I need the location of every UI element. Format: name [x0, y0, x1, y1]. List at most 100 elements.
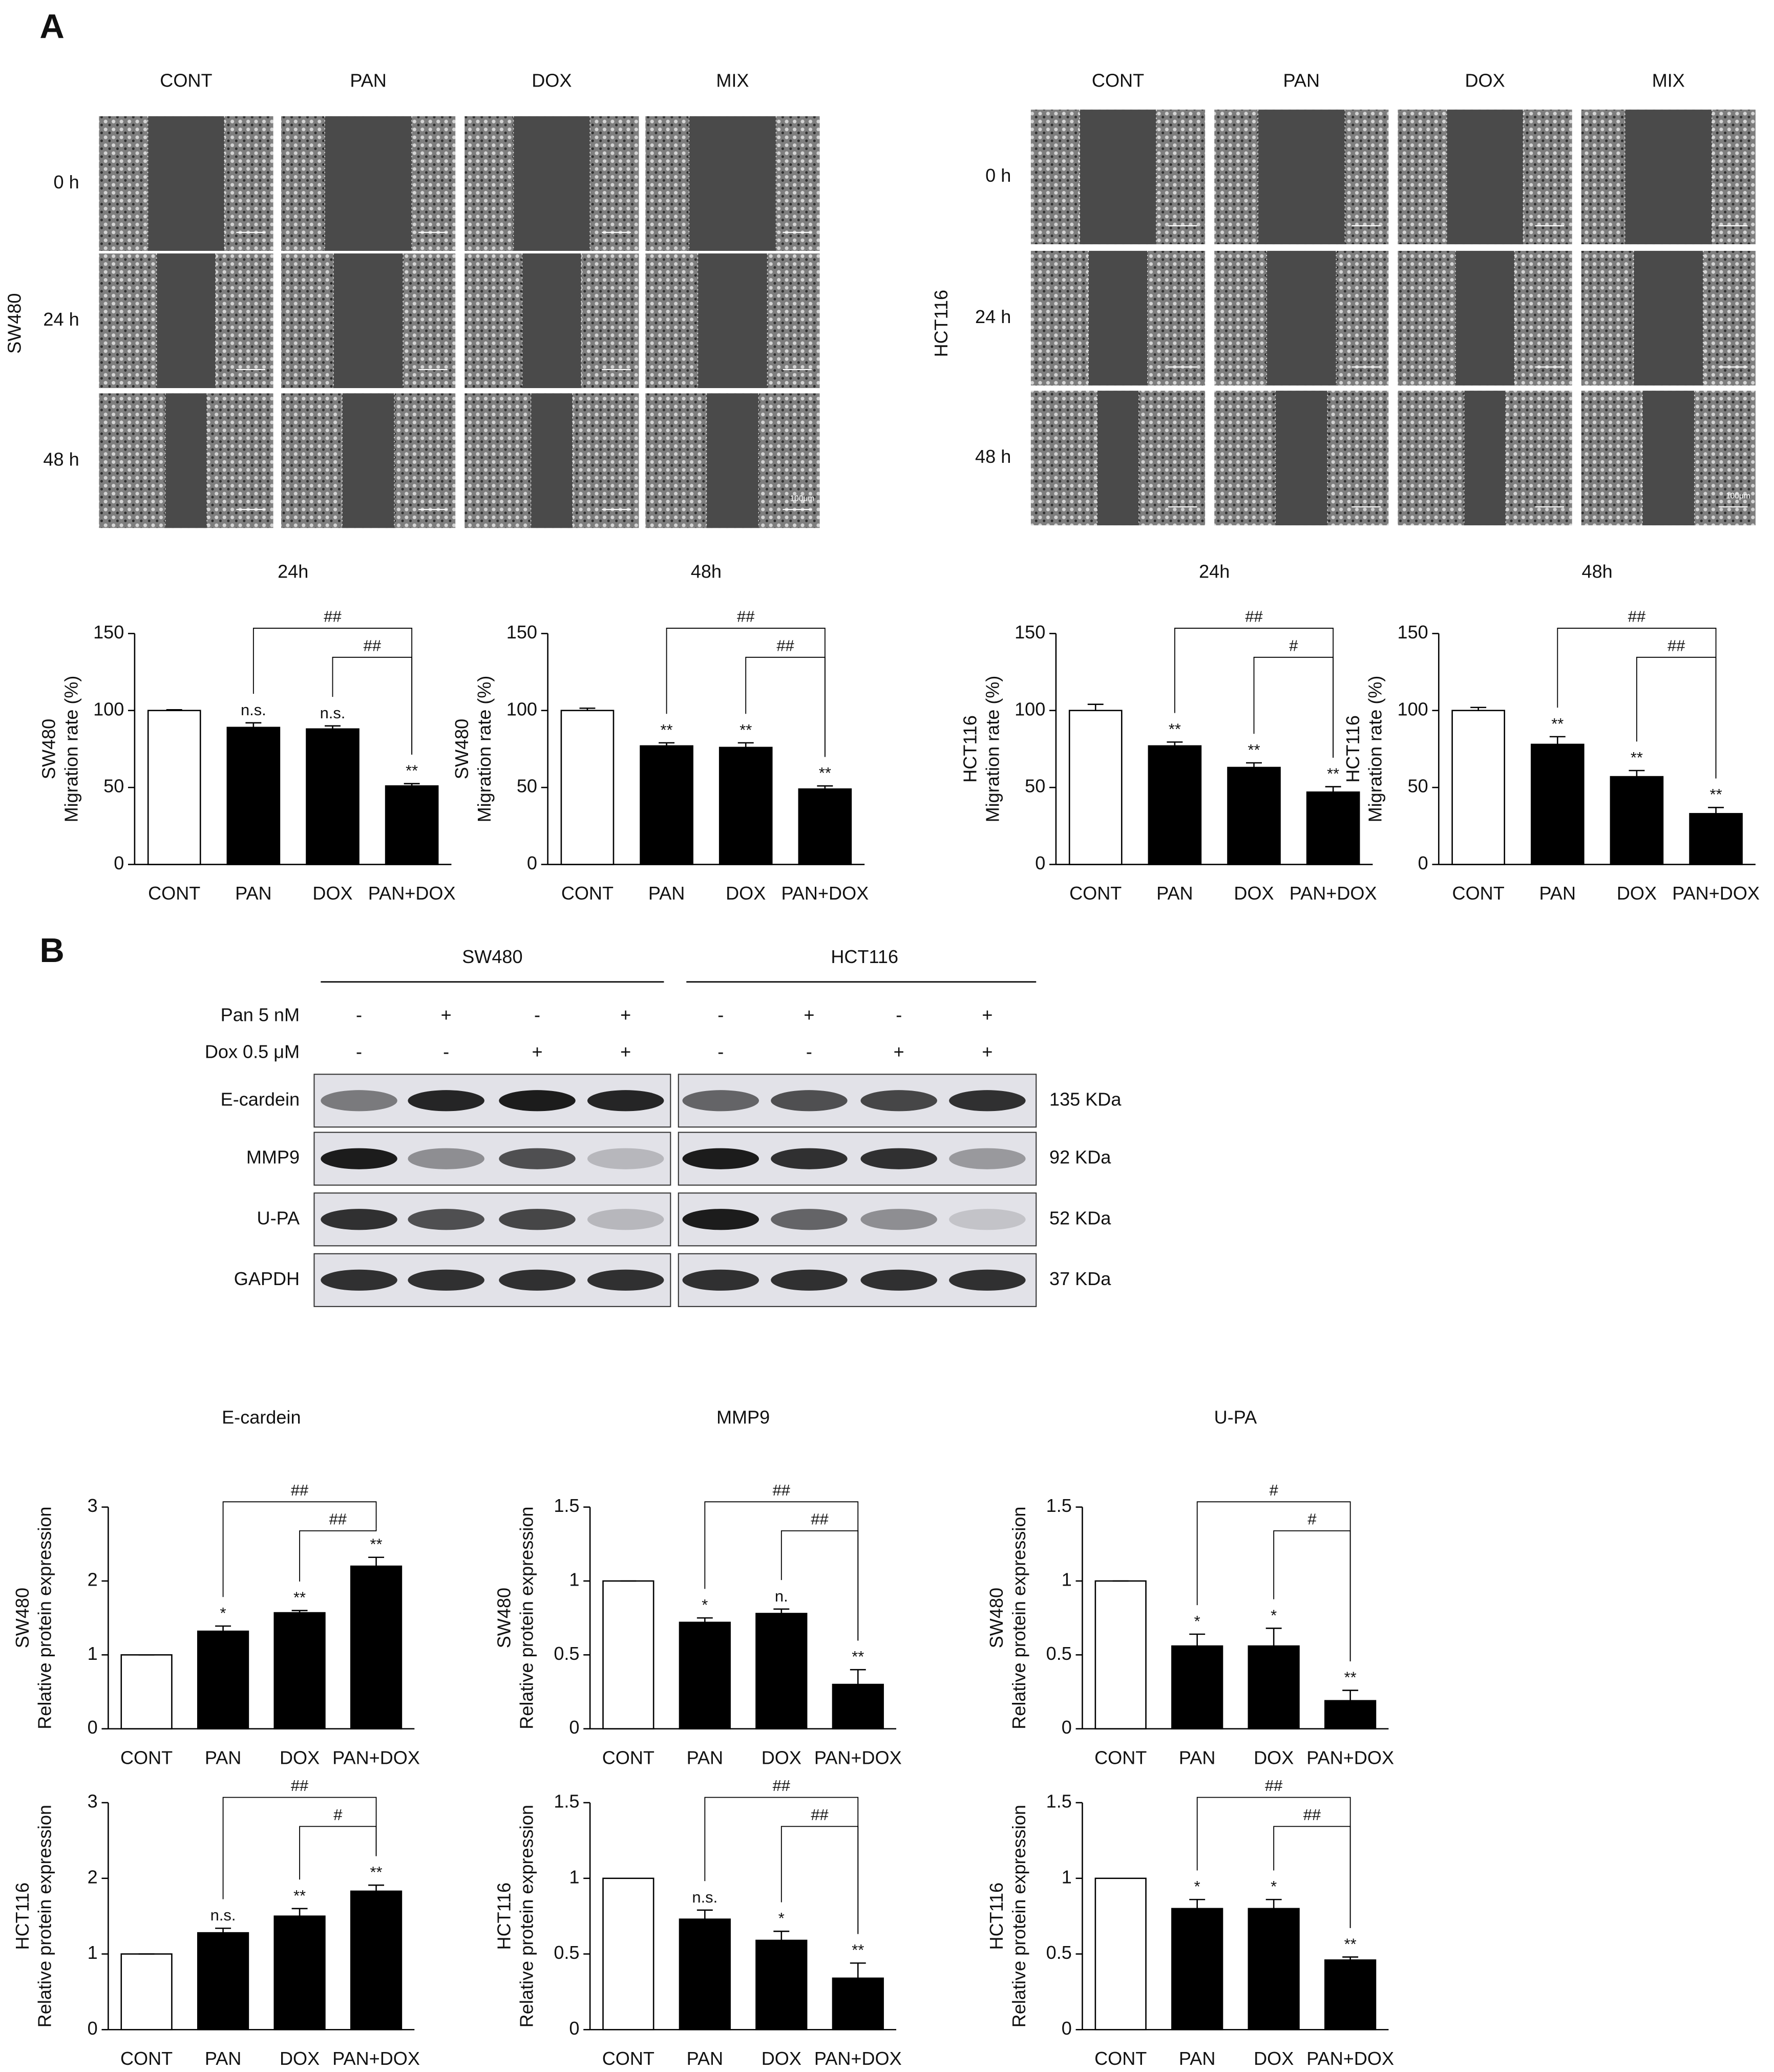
significance-bracket	[745, 656, 826, 757]
y-tick-label: 1.5	[554, 1495, 579, 1516]
panel-label: A	[39, 8, 64, 46]
x-tick-label: PAN+DOX	[1290, 883, 1377, 904]
significance-label: *	[1271, 1877, 1277, 1895]
wound-gap	[1080, 110, 1156, 245]
column-label: CONT	[160, 70, 212, 91]
bar	[273, 1915, 326, 2031]
x-tick-label: CONT	[602, 2048, 654, 2069]
bar	[1610, 776, 1664, 865]
x-tick-label: CONT	[148, 883, 200, 904]
blot-band	[860, 1269, 937, 1291]
bar	[1248, 1908, 1300, 2031]
significance-bracket	[332, 656, 413, 755]
y-tick-label: 0	[1035, 852, 1045, 873]
blot-band	[408, 1090, 484, 1112]
significance-bracket	[299, 1528, 377, 1582]
column-label: DOX	[532, 70, 572, 91]
chart-title: 24h	[1199, 561, 1230, 582]
bar	[602, 1580, 654, 1729]
blot-band	[408, 1209, 484, 1230]
column-label: MIX	[716, 70, 749, 91]
x-tick-label: PAN+DOX	[814, 2048, 902, 2069]
x-tick-label: DOX	[1254, 2048, 1294, 2069]
x-tick-label: PAN+DOX	[332, 2048, 420, 2069]
y-tick-label: 50	[517, 776, 537, 797]
bar	[1068, 710, 1123, 865]
x-tick-label: PAN	[687, 2048, 724, 2069]
significance-label: **	[1551, 715, 1564, 733]
y-tick-label: 0	[569, 1717, 579, 1738]
y-tick-label: 100	[1398, 698, 1428, 719]
bar	[1227, 766, 1281, 865]
y-tick-label: 50	[1408, 776, 1428, 797]
significance-label: **	[293, 1589, 306, 1607]
x-tick-label: DOX	[1254, 1747, 1294, 1768]
wound-gap	[513, 116, 590, 251]
x-tick-label: PAN	[1539, 883, 1576, 904]
blot-band	[408, 1148, 484, 1169]
bracket-label: ##	[776, 636, 794, 654]
x-tick-label: PAN	[205, 2048, 242, 2069]
x-tick-label: DOX	[280, 2048, 320, 2069]
significance-bracket	[780, 1826, 859, 1934]
blot-band	[682, 1269, 759, 1291]
y-tick-label: 0	[1062, 1717, 1072, 1738]
wound-gap	[1088, 250, 1148, 386]
y-tick-label: 3	[88, 1790, 98, 1811]
blot-band	[682, 1090, 759, 1112]
cell-line-label: SW480	[4, 293, 25, 354]
y-axis-label: HCT116	[1342, 715, 1363, 783]
panel-label: B	[39, 931, 64, 970]
x-tick-label: DOX	[762, 2048, 801, 2069]
x-tick-label: DOX	[312, 883, 352, 904]
wound-gap	[1275, 391, 1328, 526]
y-tick-label: 1	[569, 1569, 579, 1590]
treatment-sign: -	[443, 1041, 449, 1062]
y-tick-label: 150	[506, 622, 537, 643]
x-tick-label: DOX	[1234, 883, 1274, 904]
wound-gap	[333, 253, 404, 389]
y-tick-label: 0.5	[1046, 1942, 1072, 1963]
y-tick-label: 0	[527, 852, 537, 873]
y-axis-label: HCT116	[12, 1883, 33, 1950]
chart-title: 24h	[278, 561, 308, 582]
bar	[120, 1953, 173, 2031]
wound-gap	[1446, 110, 1524, 245]
blot-band	[408, 1269, 484, 1291]
blot-band	[860, 1209, 937, 1230]
bracket-label: ##	[291, 1481, 309, 1499]
wound-gap	[1464, 391, 1506, 526]
treatment-sign: +	[441, 1004, 452, 1025]
y-axis-label: Migration rate (%)	[60, 676, 81, 823]
blot-band	[499, 1090, 576, 1112]
column-label: PAN	[350, 70, 387, 91]
bracket-label: #	[1289, 636, 1298, 654]
treatment-sign: -	[896, 1004, 902, 1025]
y-tick-label: 150	[1015, 622, 1045, 643]
column-label: PAN	[1283, 70, 1320, 91]
significance-label: **	[1169, 720, 1181, 738]
bracket-label: ##	[291, 1777, 309, 1795]
y-tick-label: 0.5	[1046, 1643, 1072, 1664]
y-tick-label: 1	[88, 1942, 98, 1963]
wound-gap	[689, 116, 776, 251]
x-tick-label: PAN+DOX	[1672, 883, 1760, 904]
protein-size: 92 KDa	[1049, 1147, 1111, 1168]
x-tick-label: CONT	[1094, 2048, 1147, 2069]
x-tick-label: PAN+DOX	[332, 1747, 420, 1768]
y-axis-label: HCT116	[494, 1883, 515, 1950]
chart-title: E-cardein	[222, 1406, 301, 1427]
y-tick-label: 100	[506, 698, 537, 719]
blot-band	[321, 1269, 397, 1291]
y-axis-label: Relative protein expression	[1008, 1507, 1029, 1729]
column-label: MIX	[1652, 70, 1685, 91]
y-tick-label: 1	[88, 1643, 98, 1664]
significance-label: n.s.	[320, 704, 346, 722]
significance-bracket	[1273, 1826, 1351, 1928]
significance-label: **	[852, 1941, 864, 1959]
y-tick-label: 0	[88, 2018, 98, 2039]
bracket-label: ##	[1245, 608, 1263, 626]
blot-band	[771, 1209, 848, 1230]
y-axis-label: SW480	[986, 1588, 1007, 1648]
x-tick-label: PAN	[687, 1747, 724, 1768]
